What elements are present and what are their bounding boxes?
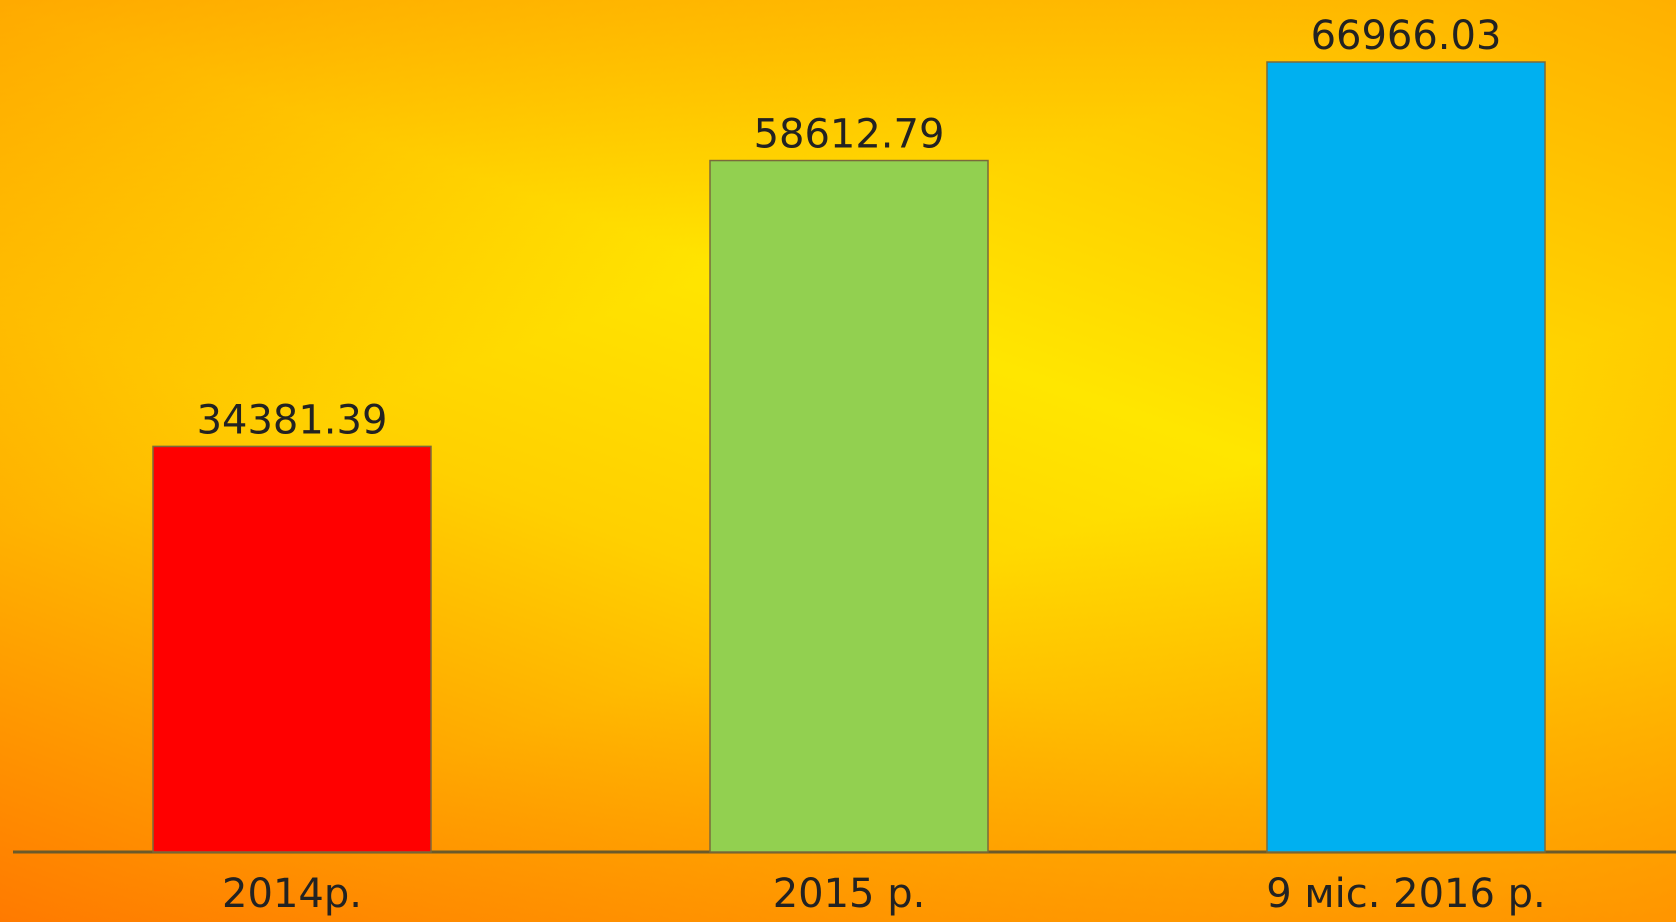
x-tick-label: 2014р. xyxy=(222,871,362,917)
bar xyxy=(152,445,432,853)
data-label: 34381.39 xyxy=(197,397,388,443)
data-label: 58612.79 xyxy=(754,112,945,158)
data-label: 66966.03 xyxy=(1311,13,1502,59)
x-tick-label: 9 міс. 2016 р. xyxy=(1266,871,1546,917)
bar xyxy=(709,159,989,853)
bar xyxy=(1266,61,1546,853)
x-tick-label: 2015 р. xyxy=(773,871,926,917)
